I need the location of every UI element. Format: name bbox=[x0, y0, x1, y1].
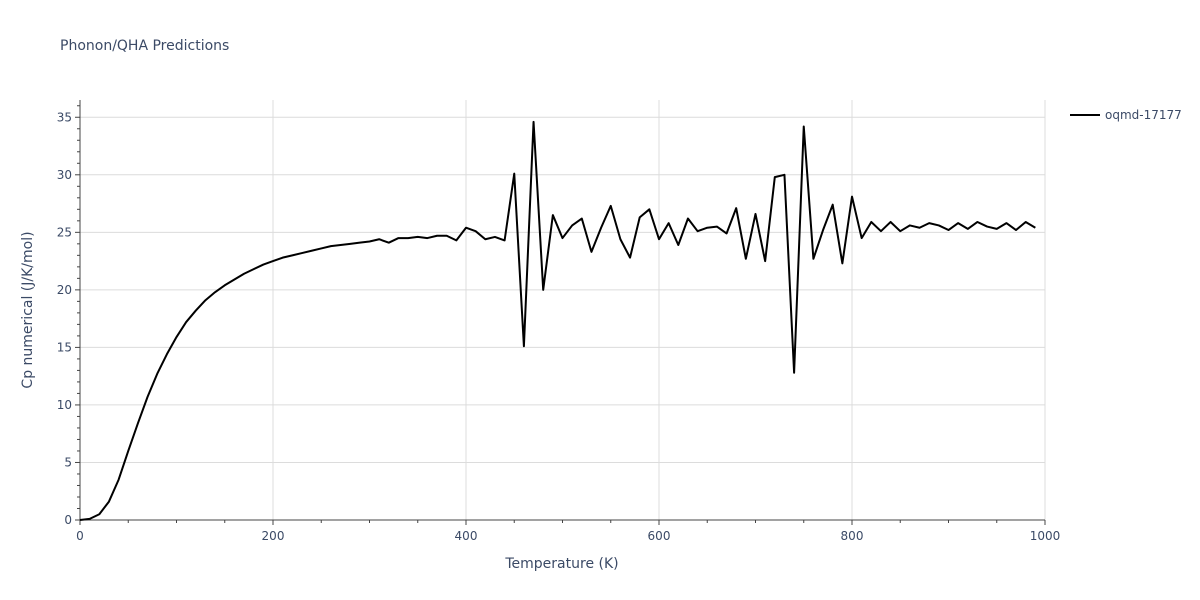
x-axis-title: Temperature (K) bbox=[504, 556, 618, 572]
series-line-0 bbox=[79, 120, 1036, 521]
y-tick-label: 5 bbox=[64, 455, 72, 469]
x-tick-label: 800 bbox=[841, 529, 864, 543]
y-tick-label: 25 bbox=[57, 225, 72, 239]
legend[interactable]: oqmd-17177 bbox=[1070, 108, 1182, 122]
y-tick-label: 30 bbox=[57, 168, 72, 182]
y-tick-label: 15 bbox=[57, 340, 72, 354]
legend-label-series[interactable]: oqmd-17177 bbox=[1105, 108, 1182, 122]
y-axis-title: Cp numerical (J/K/mol) bbox=[20, 231, 36, 388]
axes bbox=[75, 100, 1046, 525]
y-tick-label: 0 bbox=[64, 513, 72, 527]
x-tick-label: 600 bbox=[648, 529, 671, 543]
y-tick-label: 20 bbox=[57, 283, 72, 297]
y-tick-label: 10 bbox=[57, 398, 72, 412]
x-tick-label: 200 bbox=[262, 529, 285, 543]
tick-labels: 0 5 10 15 20 25 30 35 0 200 400 600 800 1000 bbox=[57, 110, 1061, 543]
chart-title: Phonon/QHA Predictions bbox=[60, 38, 229, 54]
y-tick-label: 35 bbox=[57, 110, 72, 124]
x-tick-label: 1000 bbox=[1030, 529, 1061, 543]
plot-area bbox=[79, 120, 1036, 521]
x-tick-label: 400 bbox=[455, 529, 478, 543]
grid bbox=[80, 100, 1046, 520]
x-tick-label: 0 bbox=[76, 529, 84, 543]
